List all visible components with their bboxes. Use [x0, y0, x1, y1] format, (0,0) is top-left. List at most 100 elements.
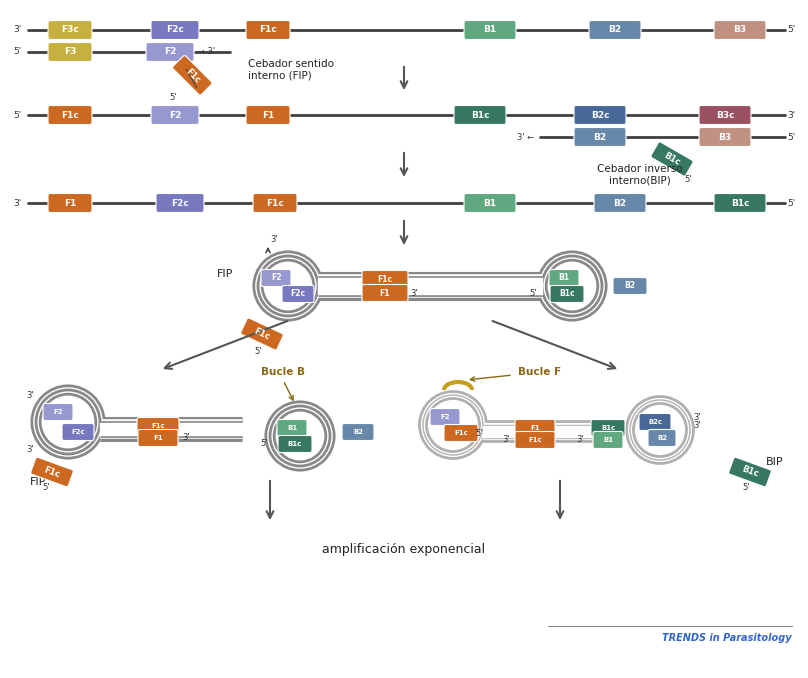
Text: F1c: F1c — [266, 199, 284, 207]
Text: F1c: F1c — [61, 111, 79, 119]
Text: F1c: F1c — [454, 430, 468, 436]
FancyBboxPatch shape — [714, 193, 766, 212]
Text: 5': 5' — [475, 428, 482, 437]
Text: Bucle F: Bucle F — [518, 367, 561, 377]
Text: 5': 5' — [742, 483, 750, 492]
Text: F1c: F1c — [259, 26, 277, 35]
Text: B1c: B1c — [663, 151, 682, 167]
FancyBboxPatch shape — [261, 269, 291, 287]
FancyBboxPatch shape — [156, 193, 204, 212]
Text: B1c: B1c — [730, 199, 749, 207]
FancyBboxPatch shape — [241, 318, 284, 350]
Text: F1: F1 — [380, 289, 390, 298]
FancyBboxPatch shape — [246, 106, 290, 125]
FancyBboxPatch shape — [454, 106, 506, 125]
FancyBboxPatch shape — [515, 420, 555, 437]
Text: F2: F2 — [169, 111, 181, 119]
Text: B2: B2 — [353, 429, 363, 435]
FancyBboxPatch shape — [613, 277, 647, 294]
Text: B1c: B1c — [471, 111, 490, 119]
Text: TRENDS in Parasitology: TRENDS in Parasitology — [663, 633, 792, 643]
FancyBboxPatch shape — [589, 20, 641, 39]
Text: 3': 3' — [503, 435, 510, 445]
Text: B1: B1 — [287, 425, 297, 431]
FancyBboxPatch shape — [48, 43, 92, 62]
Text: F1: F1 — [64, 199, 76, 207]
Text: B1c: B1c — [601, 425, 615, 431]
Text: 5': 5' — [684, 174, 692, 184]
Text: B1c: B1c — [288, 441, 302, 447]
FancyBboxPatch shape — [444, 424, 478, 441]
Text: Cebador inverso
interno(BIP): Cebador inverso interno(BIP) — [597, 164, 683, 186]
Text: F2: F2 — [53, 409, 63, 415]
Text: F2c: F2c — [290, 290, 305, 298]
Text: 5': 5' — [787, 132, 795, 142]
Text: F1c: F1c — [184, 67, 202, 85]
Text: 5': 5' — [260, 439, 268, 449]
Text: B3c: B3c — [716, 111, 734, 119]
Text: F1c: F1c — [528, 437, 542, 443]
Text: B3: B3 — [734, 26, 747, 35]
Text: 3': 3' — [787, 111, 795, 119]
Text: F1c: F1c — [377, 275, 393, 283]
Text: B1c: B1c — [559, 290, 574, 298]
FancyBboxPatch shape — [138, 429, 178, 447]
Text: 3': 3' — [410, 289, 418, 298]
Text: BIP: BIP — [766, 457, 784, 467]
FancyBboxPatch shape — [714, 20, 766, 39]
FancyBboxPatch shape — [549, 269, 579, 287]
FancyBboxPatch shape — [246, 20, 290, 39]
FancyBboxPatch shape — [172, 56, 212, 95]
FancyBboxPatch shape — [151, 106, 199, 125]
FancyBboxPatch shape — [342, 424, 374, 441]
FancyBboxPatch shape — [574, 106, 626, 125]
Text: B1: B1 — [603, 437, 613, 443]
FancyBboxPatch shape — [464, 193, 516, 212]
Text: B2: B2 — [593, 132, 607, 142]
FancyBboxPatch shape — [729, 457, 772, 487]
Text: 3': 3' — [693, 414, 701, 422]
FancyBboxPatch shape — [591, 420, 625, 437]
FancyBboxPatch shape — [362, 285, 408, 302]
Text: B2: B2 — [657, 435, 667, 441]
Text: 3': 3' — [693, 420, 701, 429]
FancyBboxPatch shape — [515, 431, 555, 449]
FancyBboxPatch shape — [277, 420, 307, 437]
Text: 5': 5' — [787, 26, 795, 35]
Text: FIP: FIP — [217, 269, 234, 279]
FancyBboxPatch shape — [278, 435, 312, 452]
FancyBboxPatch shape — [430, 409, 460, 426]
Text: amplificación exponencial: amplificación exponencial — [322, 544, 486, 557]
Text: Bucle B: Bucle B — [261, 367, 305, 377]
Text: F3: F3 — [64, 47, 76, 56]
FancyBboxPatch shape — [282, 285, 314, 302]
FancyBboxPatch shape — [699, 106, 751, 125]
Text: B2c: B2c — [591, 111, 609, 119]
FancyBboxPatch shape — [574, 127, 626, 146]
FancyBboxPatch shape — [253, 193, 297, 212]
Text: F1c: F1c — [151, 423, 165, 429]
FancyBboxPatch shape — [48, 106, 92, 125]
FancyBboxPatch shape — [650, 142, 693, 176]
Text: 5': 5' — [14, 111, 22, 119]
Text: 3': 3' — [27, 391, 34, 399]
Text: F1c: F1c — [43, 465, 61, 479]
Text: 5': 5' — [529, 289, 537, 298]
Text: F2: F2 — [271, 273, 281, 283]
Text: F2c: F2c — [171, 199, 189, 207]
Text: B1: B1 — [558, 273, 570, 283]
FancyBboxPatch shape — [594, 193, 646, 212]
Text: 3': 3' — [27, 445, 34, 454]
Text: 3': 3' — [270, 235, 278, 245]
Text: 5': 5' — [42, 483, 49, 492]
FancyBboxPatch shape — [550, 285, 584, 302]
FancyBboxPatch shape — [151, 20, 199, 39]
Text: F1c: F1c — [253, 326, 271, 342]
Text: B2: B2 — [613, 199, 626, 207]
FancyBboxPatch shape — [137, 418, 179, 435]
Text: 3' ←: 3' ← — [517, 132, 534, 142]
Text: F2c: F2c — [71, 429, 85, 435]
Text: 3': 3' — [576, 435, 584, 445]
Text: F3c: F3c — [61, 26, 79, 35]
Text: FIP: FIP — [30, 477, 46, 487]
